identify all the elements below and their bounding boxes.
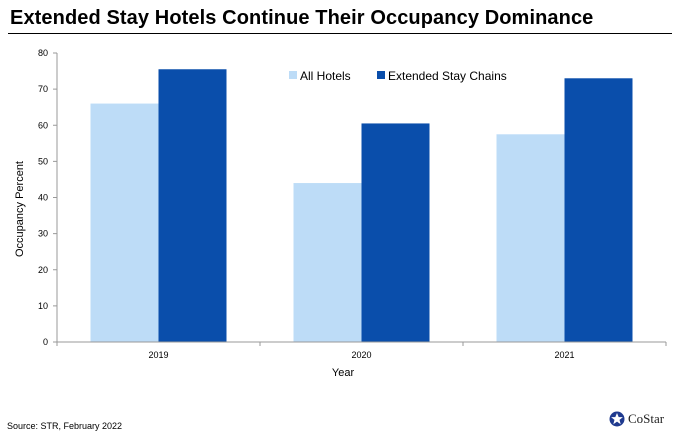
y-axis-ticks: 0 10 20 30 40 50 60 70 80 [38,48,57,347]
legend-label-extended-stay: Extended Stay Chains [388,69,507,83]
logo-text: CoStar [628,411,665,426]
x-tick-label: 2021 [554,350,574,360]
y-tick-label: 20 [38,265,48,275]
chart-title: Extended Stay Hotels Continue Their Occu… [10,7,594,29]
chart-legend: All Hotels Extended Stay Chains [289,69,507,83]
legend-swatch-extended-stay [377,71,385,79]
bar-extended-stay [564,78,633,342]
y-axis-label: Occupancy Percent [14,161,26,257]
x-axis-label: Year [332,367,355,379]
x-tick-label: 2019 [148,350,168,360]
y-tick-label: 40 [38,193,48,203]
x-axis-ticks: 2019 2020 2021 [56,342,667,360]
legend-label-all-hotels: All Hotels [300,69,351,83]
costar-star-icon [609,411,625,427]
y-tick-label: 80 [38,48,48,58]
bar-extended-stay [361,123,430,342]
bar-all-hotels [90,103,159,342]
legend-swatch-all-hotels [289,71,297,79]
x-tick-label: 2020 [351,350,371,360]
y-tick-label: 60 [38,120,48,130]
y-tick-label: 70 [38,84,48,94]
title-underline [8,33,672,34]
y-tick-label: 50 [38,156,48,166]
bar-extended-stay [158,69,227,342]
costar-logo: CoStar [609,411,664,427]
bar-all-hotels [293,183,362,342]
source-note: Source: STR, February 2022 [7,421,123,431]
y-tick-label: 10 [38,301,48,311]
bar-group [90,69,633,342]
y-tick-label: 30 [38,229,48,239]
bar-all-hotels [496,134,565,342]
y-tick-label: 0 [43,337,48,347]
